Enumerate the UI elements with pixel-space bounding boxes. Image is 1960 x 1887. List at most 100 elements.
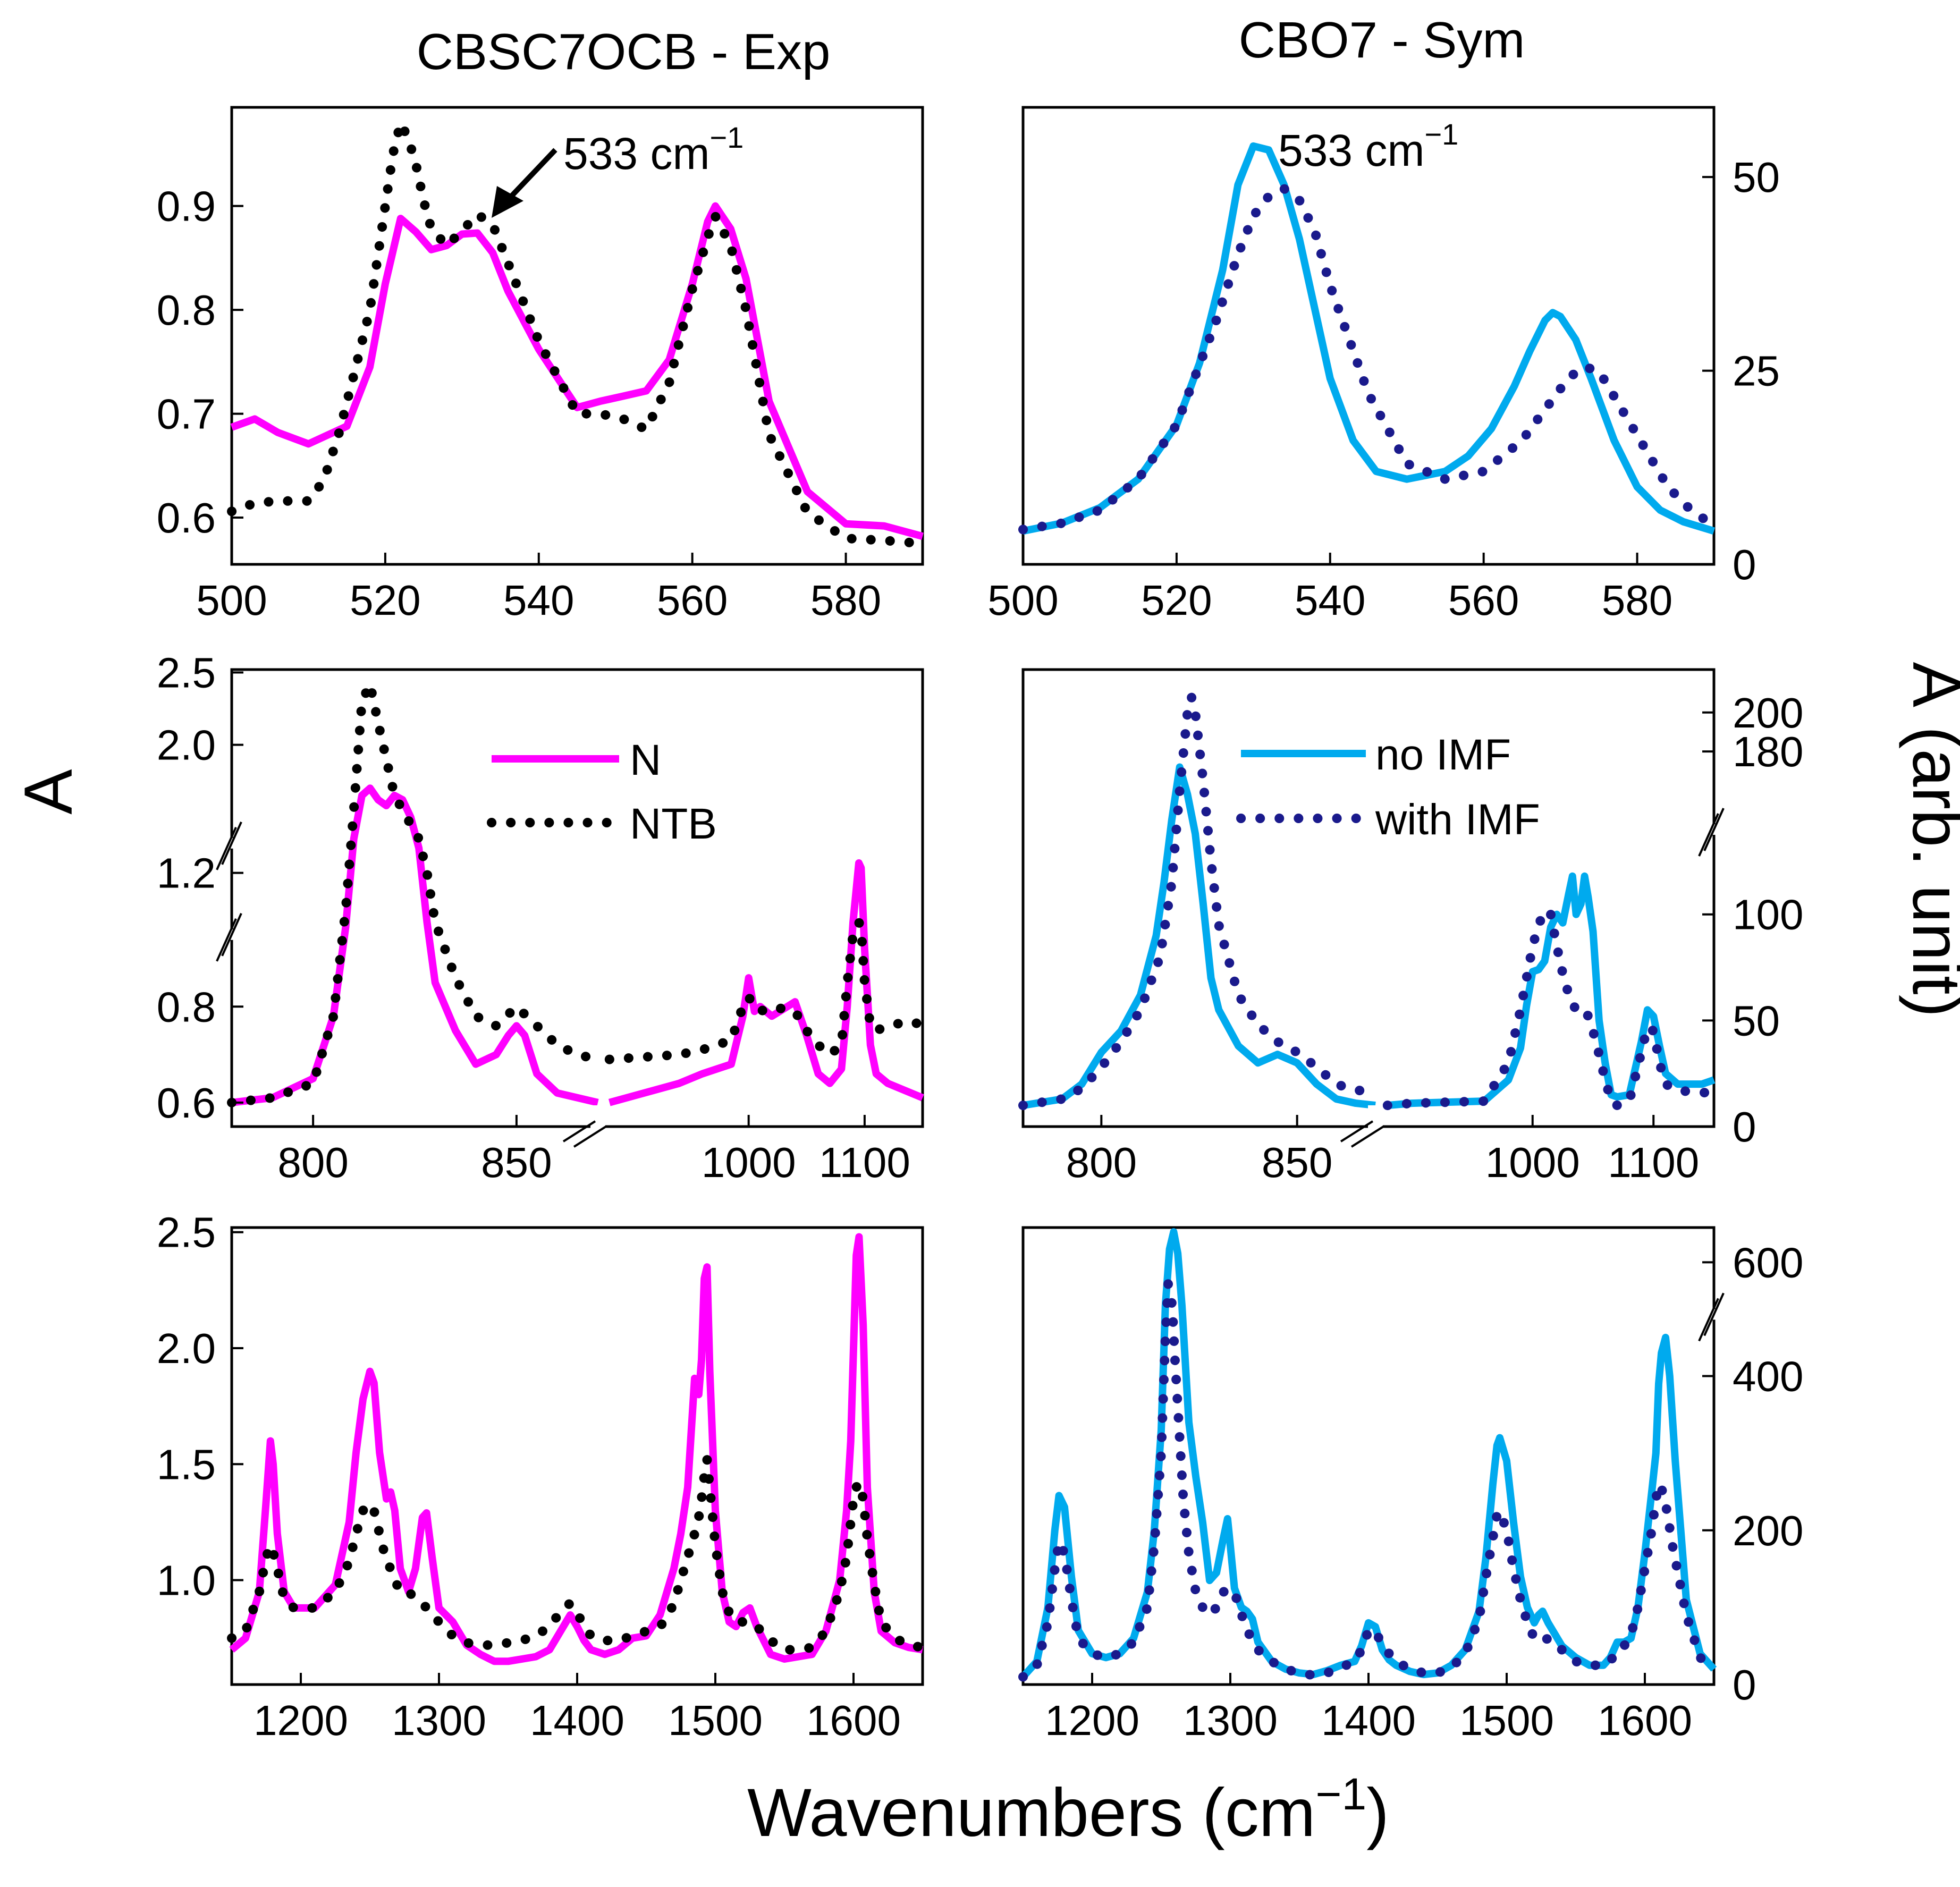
x-tick-label: 1500 — [1459, 1697, 1554, 1744]
series-n-line — [230, 202, 924, 540]
legend-ntb-label: NTB — [630, 800, 717, 848]
y-tick-label: 2.5 — [157, 649, 216, 696]
x-tick-label: 1600 — [806, 1697, 901, 1744]
series-no-imf-line — [1020, 1228, 1717, 1680]
y-break-mark — [1698, 1298, 1719, 1342]
annotation-533-left-sup: −1 — [709, 121, 744, 154]
y-tick-label: 600 — [1733, 1239, 1803, 1286]
series-ntb-line — [227, 1454, 927, 1655]
right-axis-title: Ā (arb. unit) — [1898, 662, 1960, 1018]
legend-right: no IMF with IMF — [1236, 731, 1540, 844]
panel-left-mid: 800 850 1000 1100 0.6 0.8 1.2 2.0 2.5 — [157, 649, 927, 1186]
y-tick-label: 0 — [1733, 541, 1756, 588]
y-break-mark — [216, 918, 237, 962]
y-tick-label: 0.6 — [157, 494, 216, 541]
x-tick-label: 800 — [277, 1139, 348, 1186]
series-ntb-line-1 — [227, 679, 603, 1107]
legend-no-imf-label: no IMF — [1375, 731, 1511, 779]
annotation-533-left: 533 cm−1 — [563, 121, 744, 179]
series-n-line-2 — [608, 859, 924, 1106]
x-tick-label: 580 — [1602, 577, 1672, 624]
x-tick-label: 850 — [1262, 1139, 1332, 1186]
x-tick-label: 540 — [503, 577, 574, 624]
y-tick-label: 2.0 — [157, 722, 216, 769]
series-with-imf-line-2 — [1382, 905, 1719, 1111]
panel-left-bottom: 1200 1300 1400 1500 1600 1.0 1.5 2.0 2.5 — [157, 1209, 927, 1744]
y-tick-label: 0.6 — [157, 1079, 216, 1127]
legend-n-label: N — [630, 736, 661, 784]
x-axis-title-close: ) — [1366, 1775, 1389, 1851]
annotation-arrow — [492, 148, 557, 218]
series-ntb-line — [227, 118, 927, 548]
y-tick-label: 0.9 — [157, 183, 216, 230]
x-tick-label: 850 — [481, 1139, 552, 1186]
x-break-mark — [573, 1126, 607, 1148]
series-no-imf-line-2 — [1387, 872, 1716, 1110]
y-break-mark — [1703, 1292, 1725, 1336]
x-axis-title-sup: −1 — [1315, 1769, 1366, 1819]
panel-right-bottom: 1200 1300 1400 1500 1600 0 200 400 600 — [1018, 1226, 1803, 1744]
x-break-mark — [562, 1120, 596, 1143]
x-break-gap — [590, 1105, 605, 1148]
series-ntb-line-2 — [604, 917, 927, 1064]
annotation-533-right: 533 cm−1 — [1278, 117, 1458, 175]
x-tick-label: 1100 — [819, 1139, 910, 1186]
y-tick-label: 2.5 — [157, 1209, 216, 1256]
x-tick-label: 1200 — [254, 1697, 348, 1744]
series-n-line-1 — [231, 784, 599, 1106]
legend-with-imf-label: with IMF — [1375, 796, 1540, 844]
annotation-533-right-sup: −1 — [1424, 117, 1458, 151]
x-break-mark — [1340, 1120, 1374, 1143]
series-with-imf-line — [1018, 184, 1719, 535]
legend-left: N NTB — [487, 736, 717, 848]
left-axis-title: A — [11, 769, 87, 815]
x-tick-label: 500 — [196, 577, 267, 624]
x-tick-label: 560 — [657, 577, 728, 624]
x-tick-label: 580 — [810, 577, 881, 624]
x-tick-label: 560 — [1448, 577, 1519, 624]
y-tick-label: 25 — [1733, 348, 1780, 395]
x-tick-label: 520 — [350, 577, 420, 624]
y-tick-label: 0.8 — [157, 983, 216, 1030]
series-with-imf-line-1 — [1018, 692, 1380, 1111]
x-tick-label: 1600 — [1598, 1697, 1692, 1744]
left-column-title: CBSC7OCB - Exp — [417, 23, 831, 80]
y-tick-label: 0 — [1733, 1103, 1756, 1150]
y-tick-label: 200 — [1733, 1507, 1803, 1554]
y-tick-label: 2.0 — [157, 1325, 216, 1372]
x-tick-label: 1400 — [1321, 1697, 1416, 1744]
x-axis-title-main: Wavenumbers (cm — [747, 1775, 1315, 1851]
x-tick-label: 1500 — [668, 1697, 763, 1744]
series-no-imf-line-1 — [1022, 763, 1376, 1110]
x-tick-label: 800 — [1066, 1139, 1137, 1186]
x-tick-label: 1000 — [702, 1139, 796, 1186]
panel-left-top: 500 520 540 560 580 0.6 0.7 0.8 0.9 — [157, 106, 927, 624]
y-tick-label: 1.0 — [157, 1557, 216, 1604]
x-tick-label: 500 — [987, 577, 1058, 624]
x-tick-label: 540 — [1295, 577, 1365, 624]
y-break-mark — [221, 821, 242, 865]
panel-right-top: 500 520 540 560 580 0 25 50 — [987, 106, 1780, 624]
x-axis-title: Wavenumbers (cm−1) — [747, 1769, 1389, 1851]
y-tick-label: 0 — [1733, 1661, 1756, 1708]
y-tick-label: 1.5 — [157, 1441, 216, 1488]
y-tick-label: 50 — [1733, 154, 1780, 201]
x-tick-label: 1200 — [1045, 1697, 1139, 1744]
x-tick-label: 1100 — [1608, 1139, 1699, 1186]
x-tick-label: 520 — [1141, 577, 1212, 624]
x-break-mark — [1350, 1126, 1384, 1148]
series-with-imf-line — [1018, 1279, 1719, 1682]
x-tick-label: 1300 — [392, 1697, 486, 1744]
y-break-mark — [221, 912, 242, 957]
right-column-title: CBO7 - Sym — [1239, 12, 1525, 69]
annotation-533-left-text: 533 cm — [563, 129, 709, 179]
y-tick-label: 180 — [1733, 728, 1803, 775]
y-tick-label: 0.7 — [157, 391, 216, 438]
y-tick-label: 1.2 — [157, 850, 216, 897]
x-break-gap — [1368, 1105, 1383, 1148]
x-tick-label: 1000 — [1485, 1139, 1580, 1186]
y-tick-label: 0.8 — [157, 286, 216, 334]
y-break-mark — [216, 826, 237, 870]
